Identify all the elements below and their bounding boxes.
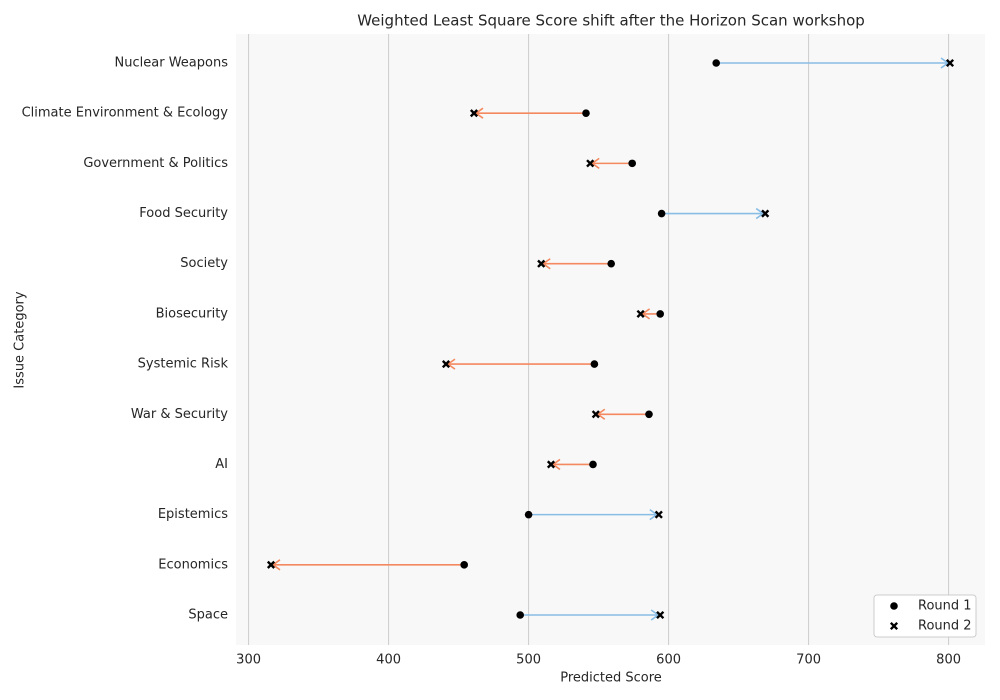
marker-x xyxy=(537,259,546,268)
marker-x xyxy=(469,109,479,118)
marker-circle xyxy=(656,310,664,318)
y-tick-label: Society xyxy=(180,256,228,271)
x-tick-label: 400 xyxy=(376,653,401,668)
arrow-head xyxy=(649,508,659,521)
marks xyxy=(266,57,955,621)
marker-circle xyxy=(590,360,599,368)
marker-x xyxy=(945,58,955,68)
marker-x xyxy=(586,159,595,168)
marker-circle xyxy=(460,561,469,569)
marker-x xyxy=(441,360,451,369)
x-tick-label: 800 xyxy=(936,653,961,668)
arrow-head xyxy=(650,609,660,621)
marker-x xyxy=(546,460,556,469)
marker-x xyxy=(656,610,665,620)
marker-circle xyxy=(645,410,653,419)
marker-circle xyxy=(524,510,533,519)
x-axis-label: Predicted Score xyxy=(560,671,662,686)
y-tick-label: Systemic Risk xyxy=(138,357,229,372)
arrow-head xyxy=(596,408,606,420)
marker-circle xyxy=(589,460,597,469)
marker-circle xyxy=(516,611,524,619)
y-axis-label: Issue Category xyxy=(13,291,28,388)
marker-x xyxy=(636,309,645,318)
marker-circle xyxy=(657,209,666,218)
y-tick-label: Food Security xyxy=(139,206,228,221)
marker-x xyxy=(266,560,276,569)
plot-area xyxy=(236,34,985,645)
arrow-head xyxy=(940,57,950,69)
x-tick-label: 500 xyxy=(516,653,541,668)
legend: Round 1 Round 2 xyxy=(873,594,977,638)
y-tick-label: Space xyxy=(188,608,228,623)
y-tick-label: Climate Environment & Ecology xyxy=(22,106,229,121)
y-tick-label: Economics xyxy=(158,557,228,572)
grid xyxy=(248,34,950,645)
arrow-head xyxy=(755,207,765,220)
marker-circle xyxy=(712,59,720,67)
y-tick-label: Nuclear Weapons xyxy=(115,56,229,71)
legend-box xyxy=(873,594,977,638)
arrow-head xyxy=(551,458,561,471)
chart-title: Weighted Least Square Score shift after … xyxy=(357,12,865,30)
y-tick-label: Biosecurity xyxy=(156,306,229,321)
arrow-head xyxy=(590,157,600,170)
arrow-head xyxy=(271,559,281,571)
y-tick-label: War & Security xyxy=(131,407,228,422)
marker-circle xyxy=(582,109,590,117)
x-tick-label: 300 xyxy=(236,653,261,668)
arrow-head xyxy=(474,107,484,119)
y-tick-label: Government & Politics xyxy=(83,156,228,171)
marker-circle xyxy=(607,259,615,268)
marker-x xyxy=(889,621,899,631)
arrow-head xyxy=(446,358,456,370)
marker-circle xyxy=(890,602,898,610)
legend-label: Round 2 xyxy=(918,619,972,634)
arrow-head xyxy=(541,258,551,270)
marker-x xyxy=(654,510,663,519)
marker-circle xyxy=(628,159,636,168)
x-tick-label: 700 xyxy=(796,653,821,668)
y-tick-label: AI xyxy=(215,457,228,472)
marker-x xyxy=(761,209,770,218)
legend-label: Round 1 xyxy=(918,599,972,614)
y-tick-label: Epistemics xyxy=(158,507,228,522)
arrow-head xyxy=(641,308,651,320)
x-tick-label: 600 xyxy=(656,653,681,668)
marker-x xyxy=(591,410,600,419)
